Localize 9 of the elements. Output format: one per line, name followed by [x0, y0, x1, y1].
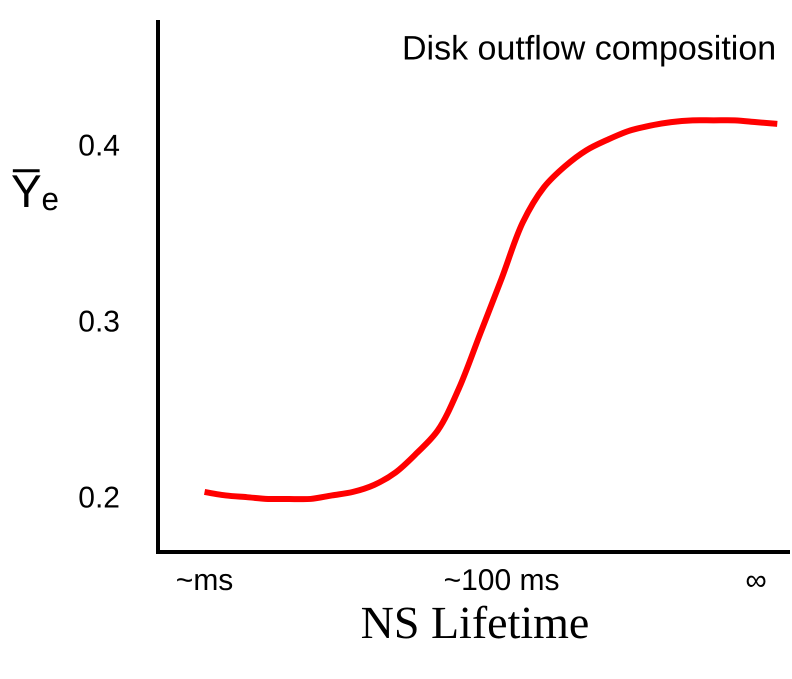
- x-tick-label: ~100 ms: [444, 564, 560, 597]
- chart-title: Disk outflow composition: [402, 29, 776, 68]
- y-tick-label: 0.2: [78, 482, 120, 515]
- x-axis-title: NS Lifetime: [360, 597, 590, 648]
- y-tick-label: 0.4: [78, 130, 120, 163]
- y-axis-title: Y̅ₑ: [11, 165, 59, 217]
- x-tick-label: ~ms: [176, 564, 234, 597]
- y-tick-label: 0.3: [78, 306, 120, 339]
- x-tick-label: ∞: [745, 564, 767, 597]
